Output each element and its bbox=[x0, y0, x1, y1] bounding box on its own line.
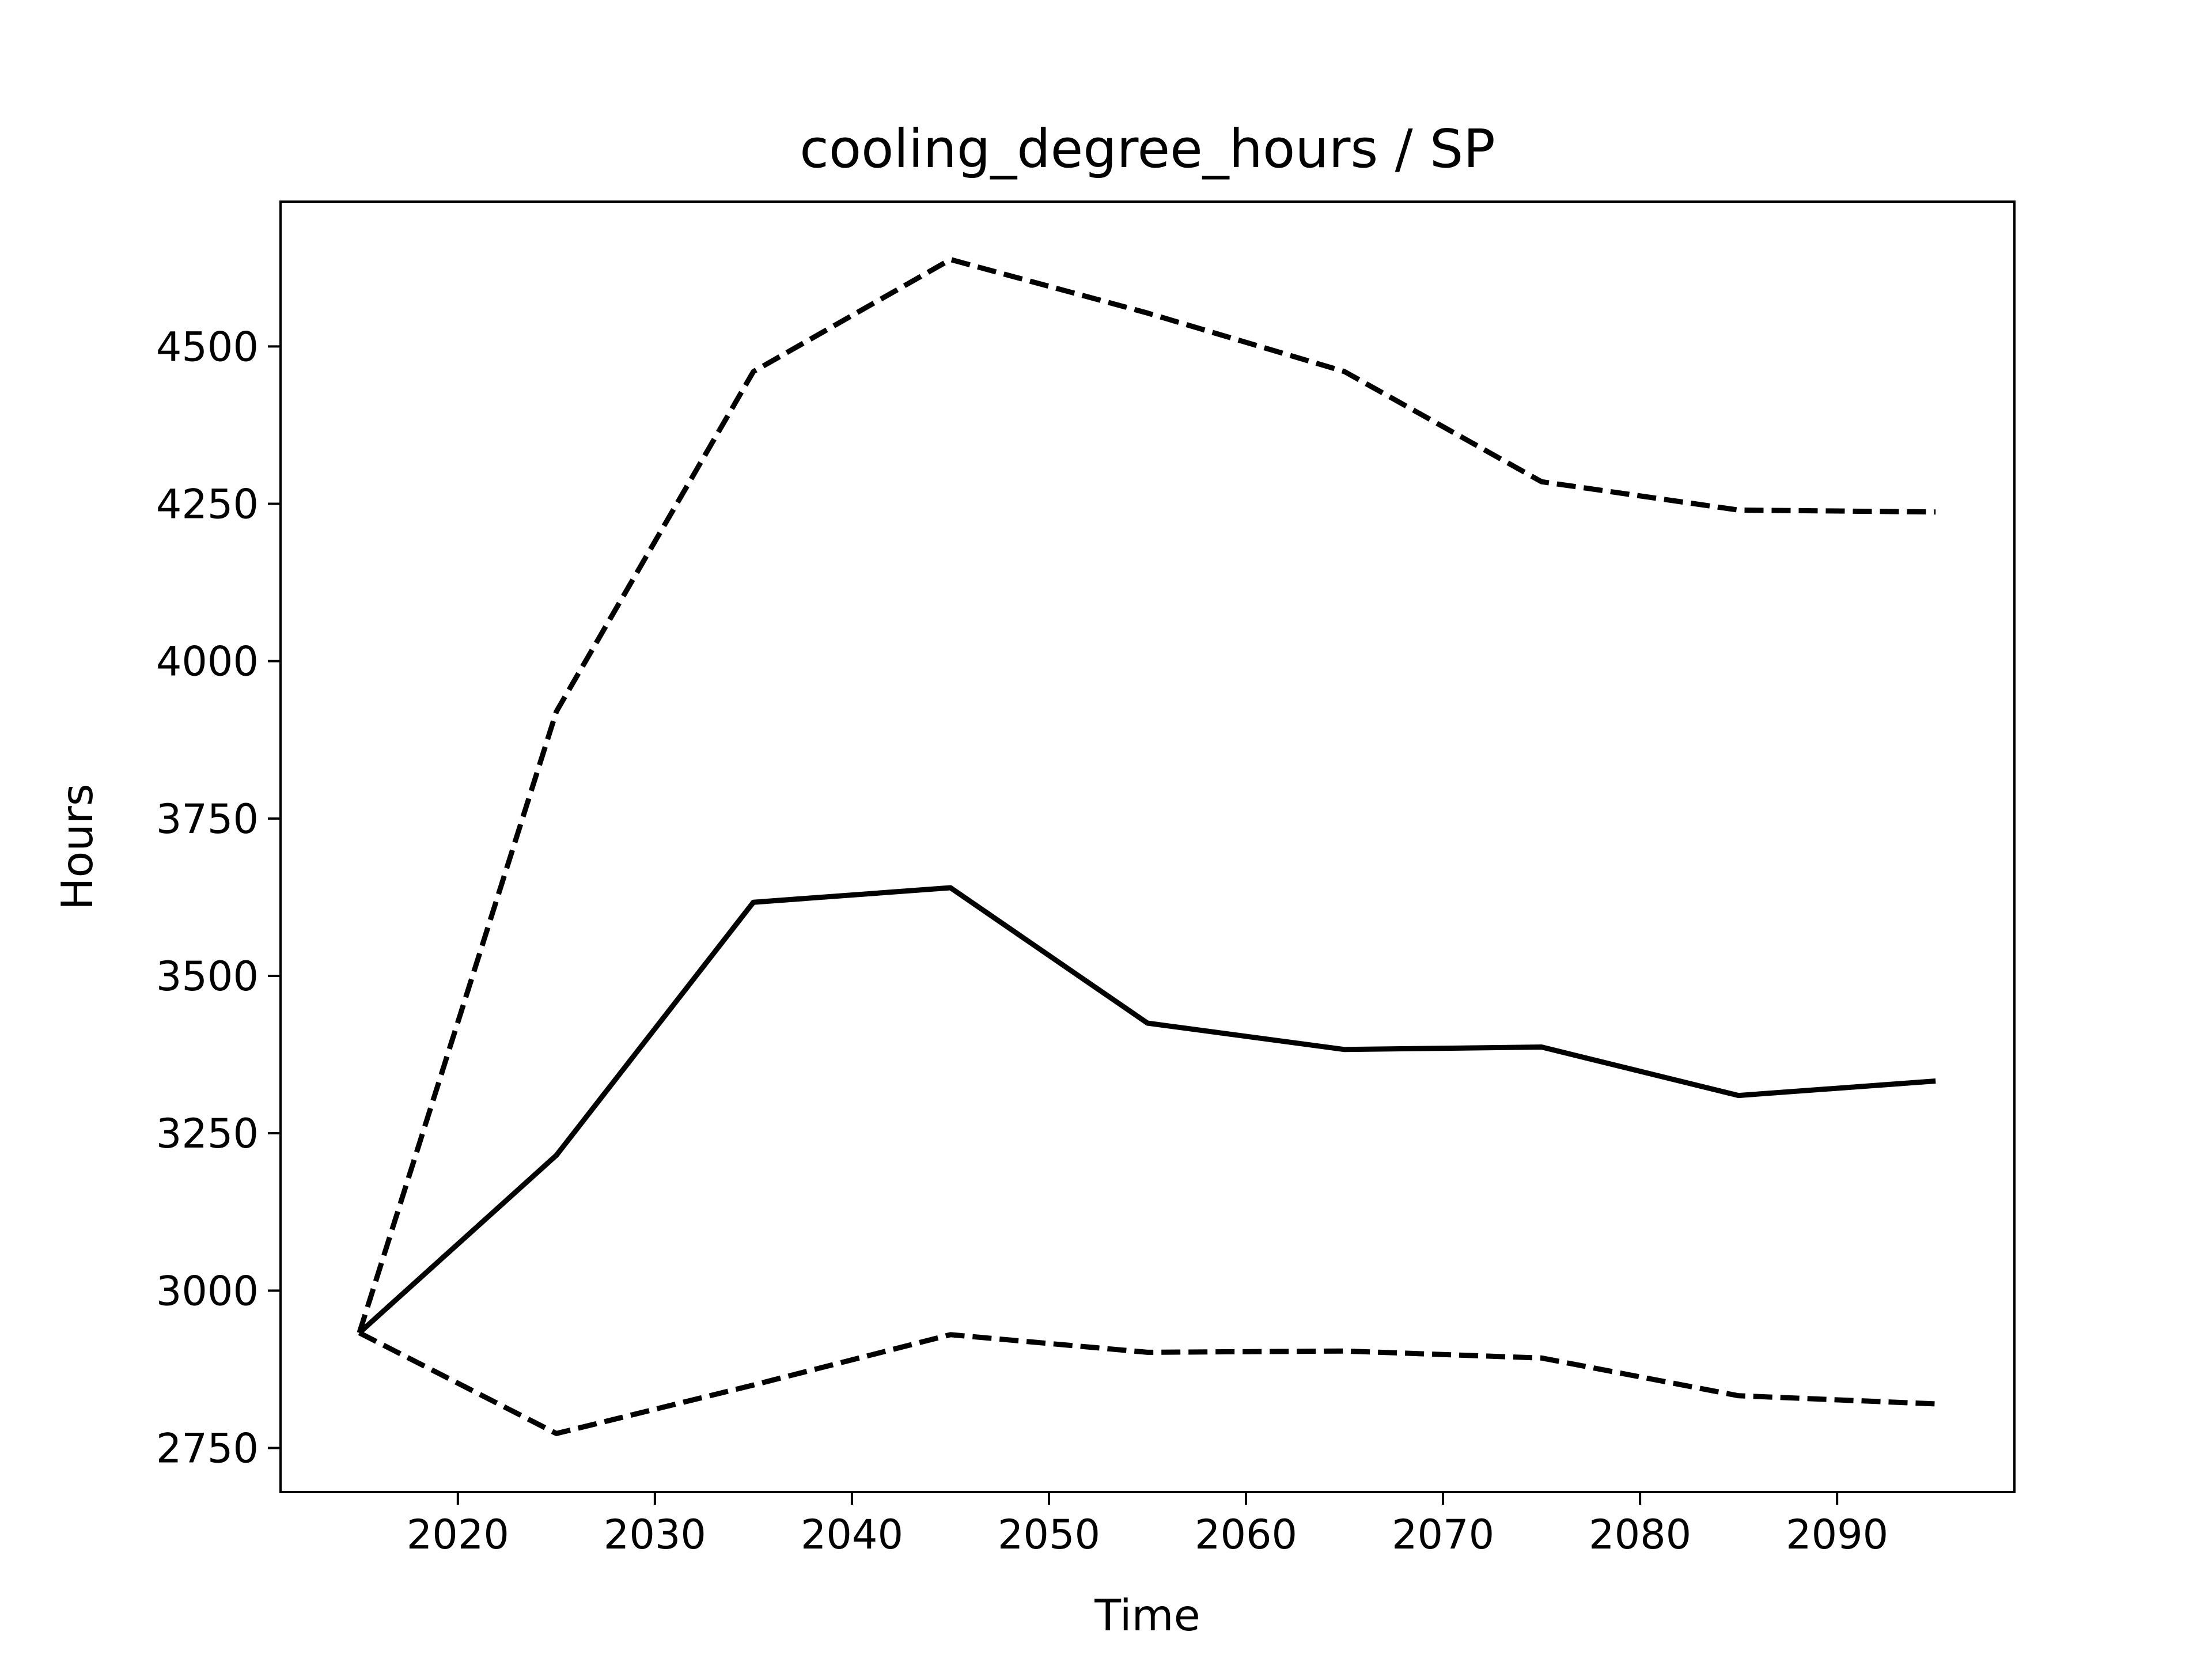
x-tick-label: 2050 bbox=[998, 1511, 1100, 1558]
y-tick-label: 2750 bbox=[156, 1425, 259, 1472]
x-tick-label: 2040 bbox=[801, 1511, 903, 1558]
y-tick-label: 3500 bbox=[156, 953, 259, 1000]
y-tick-label: 3000 bbox=[156, 1267, 259, 1315]
plot-frame bbox=[279, 200, 2016, 1493]
series-line-3 bbox=[358, 1330, 1936, 1436]
x-tick-label: 2090 bbox=[1786, 1511, 1888, 1558]
series-layer bbox=[357, 257, 1936, 1436]
x-tick-label: 2030 bbox=[604, 1511, 706, 1558]
y-tick-label: 3250 bbox=[156, 1110, 259, 1157]
y-tick-label: 4000 bbox=[156, 638, 259, 686]
chart-title: cooling_degree_hours / SP bbox=[800, 118, 1495, 180]
x-axis: 2020 2030 2040 2050 2060 2070 2080 2090 bbox=[407, 1492, 1888, 1558]
y-tick-label: 3750 bbox=[156, 796, 259, 843]
x-tick-label: 2070 bbox=[1392, 1511, 1494, 1558]
y-axis-label: Hours bbox=[52, 783, 103, 910]
y-tick-label: 4500 bbox=[156, 323, 259, 370]
x-tick-label: 2020 bbox=[407, 1511, 509, 1558]
y-tick-label: 4250 bbox=[156, 480, 259, 528]
x-axis-label: Time bbox=[1094, 1590, 1200, 1641]
x-tick-label: 2060 bbox=[1195, 1511, 1297, 1558]
series-line-2 bbox=[357, 257, 1936, 1334]
series-line-1 bbox=[357, 885, 1936, 1335]
x-tick-label: 2080 bbox=[1589, 1511, 1691, 1558]
y-axis: 2750 3000 3250 3500 3750 4000 4250 4500 bbox=[156, 323, 281, 1472]
